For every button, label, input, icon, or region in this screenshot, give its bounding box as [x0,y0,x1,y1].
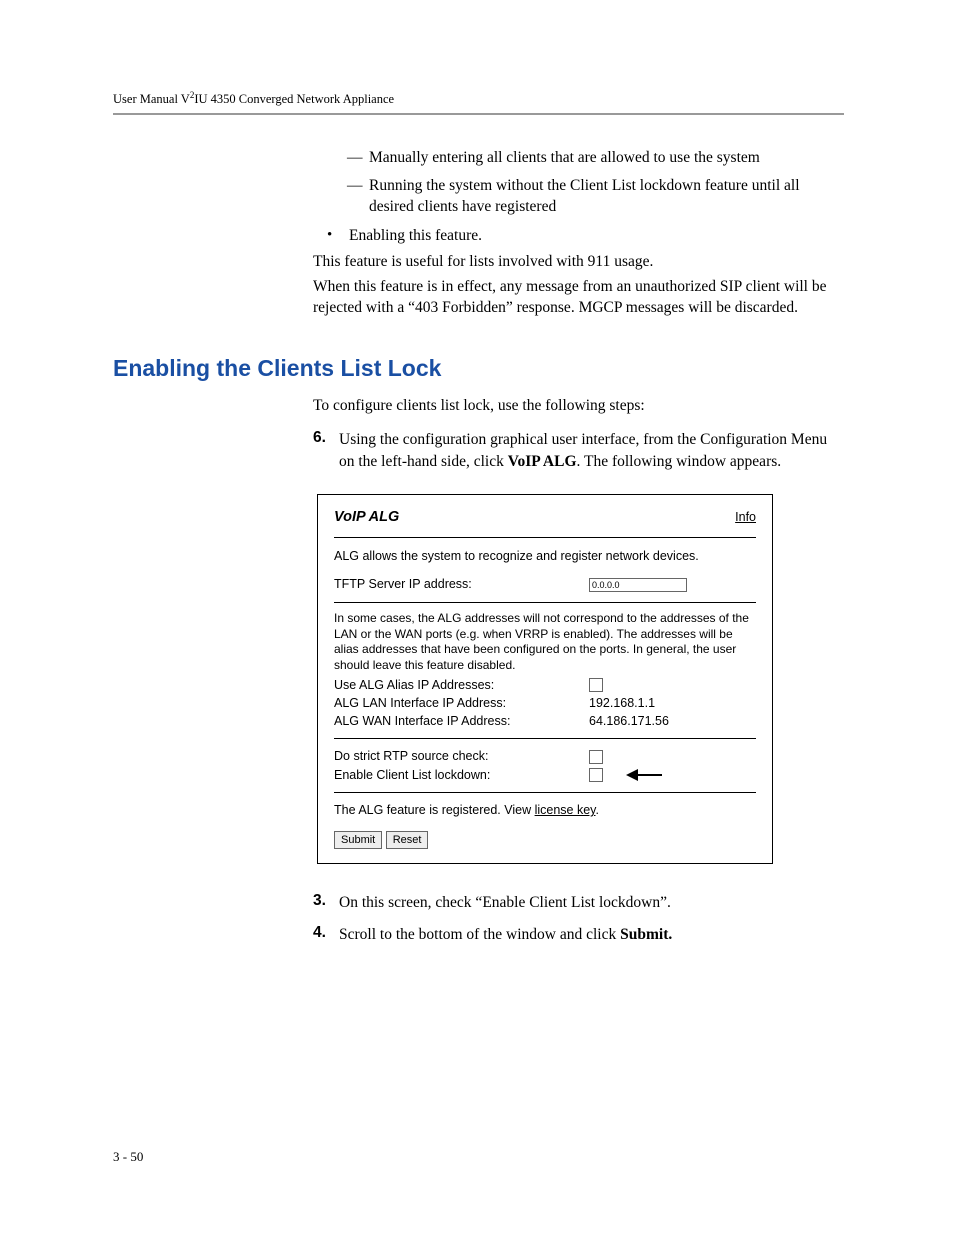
step-4: 4. Scroll to the bottom of the window an… [313,924,844,945]
license-key-link[interactable]: license key [535,803,596,817]
step-number: 4. [313,924,339,945]
info-link[interactable]: Info [735,510,756,524]
panel-title: VoIP ALG [334,509,399,525]
intro-para-2: When this feature is in effect, any mess… [313,276,844,319]
bullet-item: Enabling this feature. [327,225,844,246]
alias-label: Use ALG Alias IP Addresses: [334,675,589,694]
arrow-left-icon [626,770,662,780]
intro-block: Manually entering all clients that are a… [313,147,844,319]
submit-button[interactable]: Submit [334,831,382,849]
dash-list: Manually entering all clients that are a… [313,147,844,217]
wan-value: 64.186.171.56 [589,712,756,730]
alias-checkbox[interactable] [589,678,603,692]
step-3: 3. On this screen, check “Enable Client … [313,892,844,913]
step-text: On this screen, check “Enable Client Lis… [339,892,844,913]
section-intro: To configure clients list lock, use the … [313,397,844,415]
step-list-2: 3. On this screen, check “Enable Client … [313,892,844,945]
rtp-checkbox[interactable] [589,750,603,764]
reset-button[interactable]: Reset [386,831,429,849]
alias-table: Use ALG Alias IP Addresses: ALG LAN Inte… [334,675,756,730]
step-text: Using the configuration graphical user i… [339,429,844,472]
options-table: Do strict RTP source check: Enable Clien… [334,747,756,784]
dash-item: Running the system without the Client Li… [347,175,844,218]
bullet-list: Enabling this feature. [313,225,844,246]
lockdown-checkbox[interactable] [589,768,603,782]
section-heading: Enabling the Clients List Lock [113,355,844,382]
page-number: 3 - 50 [113,1149,143,1165]
step-text-b: . The following window appears. [577,453,782,470]
lan-label: ALG LAN Interface IP Address: [334,694,589,712]
step-bold: Submit. [620,926,672,943]
lockdown-label: Enable Client List lockdown: [334,766,589,785]
step-number: 3. [313,892,339,913]
step-text-a: Scroll to the bottom of the window and c… [339,926,620,943]
lan-value: 192.168.1.1 [589,694,756,712]
rtp-label: Do strict RTP source check: [334,747,589,766]
step-number: 6. [313,429,339,472]
step-bold: VoIP ALG [508,453,577,470]
tftp-input[interactable] [589,578,687,592]
step-text: Scroll to the bottom of the window and c… [339,924,844,945]
license-line: The ALG feature is registered. View lice… [334,803,756,817]
header-text-prefix: User Manual V [113,92,190,106]
license-pre: The ALG feature is registered. View [334,803,535,817]
intro-para-1: This feature is useful for lists involve… [313,251,844,272]
dash-item: Manually entering all clients that are a… [347,147,844,168]
header-text-suffix: IU 4350 Converged Network Appliance [194,92,394,106]
voip-alg-panel: VoIP ALG Info ALG allows the system to r… [317,494,773,864]
page-header: User Manual V2IU 4350 Converged Network … [113,90,844,115]
step-6: 6. Using the configuration graphical use… [313,429,844,472]
license-post: . [596,803,599,817]
tftp-row: TFTP Server IP address: [334,575,756,594]
panel-intro-text: ALG allows the system to recognize and r… [334,548,756,565]
step-list: 6. Using the configuration graphical use… [313,429,844,472]
alias-note: In some cases, the ALG addresses will no… [334,611,756,673]
tftp-label: TFTP Server IP address: [334,575,589,594]
wan-label: ALG WAN Interface IP Address: [334,712,589,730]
